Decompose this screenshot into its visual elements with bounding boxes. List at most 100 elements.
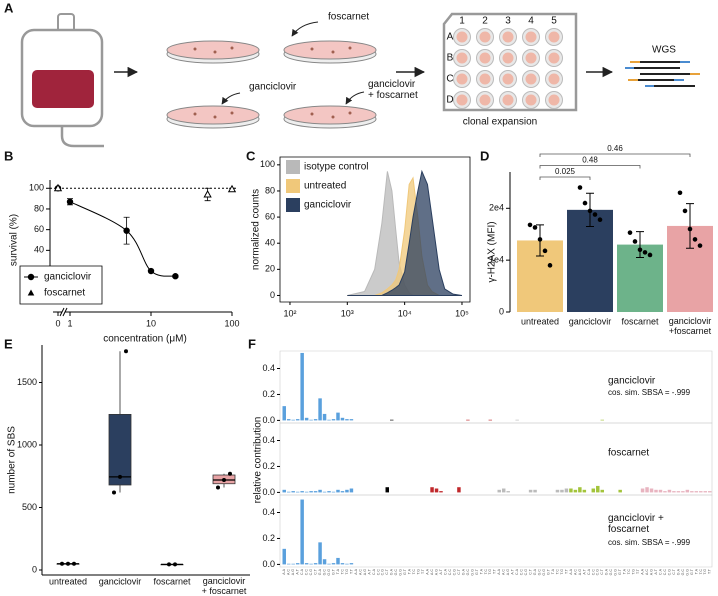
- well-colony: [548, 73, 560, 85]
- wgs-label: WGS: [652, 45, 676, 56]
- x-tick-label: C.A: [587, 568, 591, 575]
- point: [582, 200, 588, 206]
- bar: [654, 489, 658, 493]
- well-colony: [502, 94, 514, 106]
- x-tick-label: ganciclovir +foscarnet: [669, 316, 712, 336]
- x-tick-label: G.T: [618, 568, 622, 575]
- x-tick-label: ganciclovir: [569, 316, 612, 326]
- x-tick-label: G.C: [323, 569, 327, 576]
- legend-swatch: [286, 179, 300, 193]
- point: [682, 208, 688, 214]
- bar: [345, 489, 349, 493]
- bar: [685, 489, 690, 493]
- plot-frame: [280, 351, 712, 423]
- bar: [336, 412, 340, 421]
- bar: [286, 491, 291, 493]
- y-tick-label: 0.4: [262, 507, 275, 517]
- bar: [528, 489, 533, 493]
- plate-row: A: [447, 32, 454, 43]
- x-tick-label: T.G: [560, 569, 564, 575]
- bar: [596, 485, 600, 493]
- x-tick-label: C.G: [667, 569, 671, 576]
- plate-column: 3: [505, 16, 511, 27]
- well-colony: [548, 94, 560, 106]
- well-colony: [525, 73, 537, 85]
- well-colony: [502, 73, 514, 85]
- bar: [708, 491, 712, 493]
- x-tick-label: C.T: [385, 568, 389, 575]
- text-line: + foscarnet: [368, 90, 418, 101]
- x-tick-label: 10⁴: [398, 308, 412, 318]
- x-tick-label: T.T: [421, 568, 425, 574]
- panel-label: D: [480, 148, 489, 163]
- series-label: ganciclovir: [608, 376, 656, 387]
- bar: [564, 488, 569, 493]
- well-colony: [548, 31, 560, 43]
- bar: [318, 542, 322, 565]
- x-tick-label: T.G: [488, 569, 492, 575]
- x-tick-label: ganciclovir + foscarnet: [202, 576, 247, 596]
- y-axis-label: normalized counts: [251, 189, 262, 270]
- point: [124, 349, 128, 354]
- bar: [640, 488, 645, 493]
- text-line: ganciclovir: [368, 79, 416, 90]
- well-colony: [456, 52, 468, 64]
- point: [228, 471, 232, 476]
- x-tick-label: C.A: [658, 568, 662, 575]
- y-tick-label: 0: [270, 290, 275, 300]
- axis-break: [60, 308, 64, 316]
- bar: [515, 419, 519, 421]
- x-tick-label: 10⁵: [455, 308, 469, 318]
- plate-row: B: [447, 53, 454, 64]
- x-tick-label: G.C: [609, 569, 613, 576]
- bar: [676, 491, 681, 493]
- bar: [282, 489, 286, 493]
- plate-column: 1: [459, 16, 465, 27]
- point: [204, 191, 211, 197]
- x-tick-label: A.C: [573, 569, 577, 575]
- arrow: [222, 93, 240, 105]
- x-tick-label: T.A: [479, 568, 483, 574]
- p-value: 0.46: [607, 144, 623, 153]
- bar: [340, 563, 345, 565]
- series-label: foscarnet: [608, 448, 649, 459]
- x-tick-label: A.A: [641, 568, 645, 574]
- point: [216, 485, 220, 490]
- bar: [291, 419, 295, 421]
- bar: [304, 491, 309, 493]
- x-tick-label: G.T: [403, 568, 407, 575]
- bar: [488, 419, 493, 421]
- x-tick-label: A.C: [358, 569, 362, 575]
- x-axis-label: concentration (μM): [103, 334, 187, 345]
- point: [632, 239, 638, 244]
- bar: [582, 489, 587, 493]
- bar: [291, 563, 295, 565]
- x-tick-label: A.A: [569, 568, 573, 574]
- bar: [578, 487, 582, 493]
- point: [112, 490, 116, 495]
- x-tick-label: G.A: [605, 568, 609, 575]
- text-line: ganciclovir: [669, 316, 712, 326]
- bar: [340, 491, 345, 493]
- legend-label: foscarnet: [44, 288, 85, 299]
- x-tick-label: T.C: [555, 569, 559, 575]
- x-tick-label: C.A: [372, 568, 376, 575]
- x-tick-label: C.T: [600, 568, 604, 575]
- significance-bracket: [540, 154, 690, 157]
- dish: [166, 105, 260, 129]
- x-tick-label: 10³: [341, 308, 354, 318]
- legend-label: isotype control: [304, 162, 368, 173]
- well-colony: [548, 52, 560, 64]
- y-tick-label: 0: [32, 564, 37, 574]
- x-tick-label: A.A: [282, 568, 286, 574]
- bar: [300, 352, 304, 421]
- x-tick-label: A.G: [578, 569, 582, 575]
- wells: [454, 29, 563, 109]
- point: [229, 186, 236, 192]
- bar: [349, 488, 354, 493]
- bar: [681, 491, 685, 493]
- plot-frame: [280, 495, 712, 567]
- bar: [501, 488, 506, 493]
- text-line: +foscarnet: [669, 326, 712, 336]
